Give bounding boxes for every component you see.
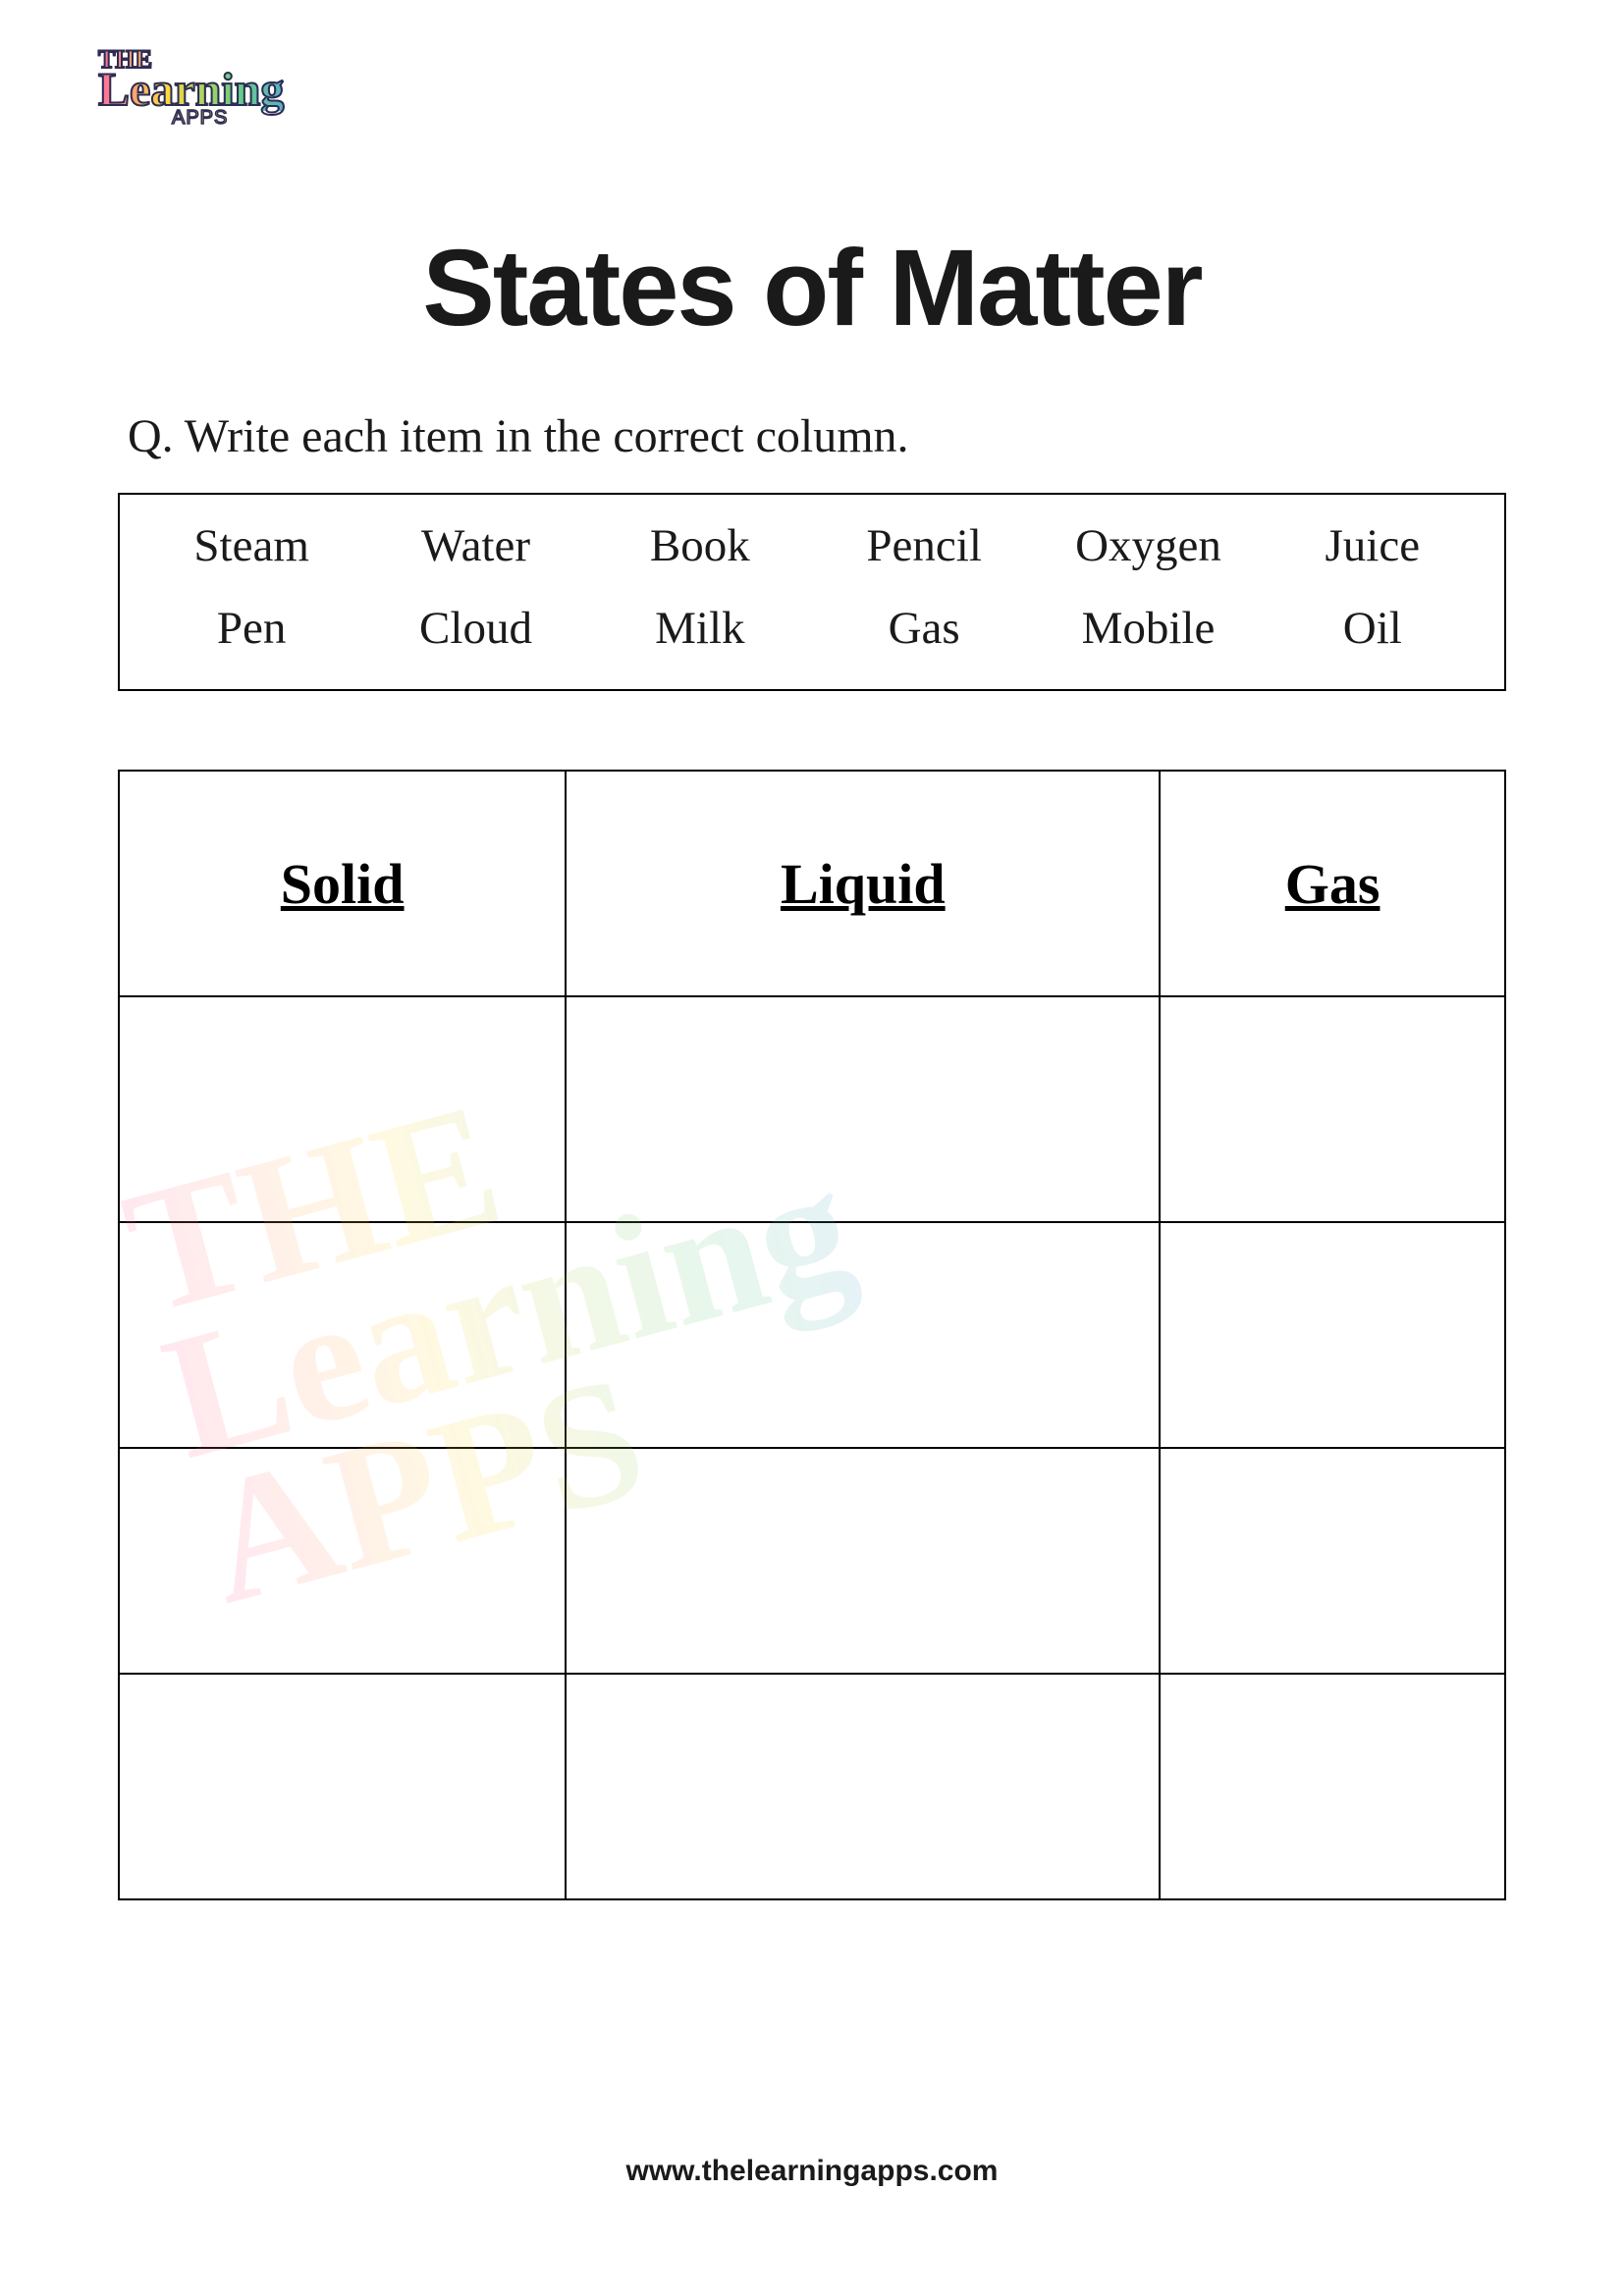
answer-table: Solid Liquid Gas xyxy=(118,770,1506,1900)
word-bank: Steam Water Book Pencil Oxygen Juice Pen… xyxy=(118,493,1506,691)
word-item: Milk xyxy=(588,602,812,655)
word-item: Water xyxy=(363,519,587,572)
word-item: Oil xyxy=(1261,602,1485,655)
footer-url: www.thelearningapps.com xyxy=(0,2155,1624,2188)
table-header-row: Solid Liquid Gas xyxy=(119,771,1505,996)
answer-cell[interactable] xyxy=(119,1674,566,1899)
answer-cell[interactable] xyxy=(1160,996,1505,1222)
word-item: Oxygen xyxy=(1036,519,1260,572)
word-item: Pen xyxy=(139,602,363,655)
table-row xyxy=(119,1448,1505,1674)
answer-cell[interactable] xyxy=(566,1448,1160,1674)
column-header-liquid: Liquid xyxy=(566,771,1160,996)
table-row xyxy=(119,1674,1505,1899)
word-item: Cloud xyxy=(363,602,587,655)
word-item: Juice xyxy=(1261,519,1485,572)
answer-cell[interactable] xyxy=(1160,1222,1505,1448)
answer-cell[interactable] xyxy=(119,1222,566,1448)
word-bank-row-1: Steam Water Book Pencil Oxygen Juice xyxy=(139,519,1485,572)
page-title: States of Matter xyxy=(118,226,1506,350)
answer-cell[interactable] xyxy=(566,1674,1160,1899)
brand-logo: THE Learning APPS xyxy=(98,49,324,177)
answer-cell[interactable] xyxy=(1160,1674,1505,1899)
word-item: Steam xyxy=(139,519,363,572)
question-text: Q. Write each item in the correct column… xyxy=(128,409,1506,463)
logo-line2: Learning xyxy=(98,71,324,111)
word-bank-row-2: Pen Cloud Milk Gas Mobile Oil xyxy=(139,602,1485,655)
word-item: Pencil xyxy=(812,519,1036,572)
answer-cell[interactable] xyxy=(566,1222,1160,1448)
word-item: Gas xyxy=(812,602,1036,655)
answer-cell[interactable] xyxy=(566,996,1160,1222)
answer-cell[interactable] xyxy=(1160,1448,1505,1674)
word-item: Book xyxy=(588,519,812,572)
column-header-solid: Solid xyxy=(119,771,566,996)
column-header-gas: Gas xyxy=(1160,771,1505,996)
table-row xyxy=(119,996,1505,1222)
word-item: Mobile xyxy=(1036,602,1260,655)
table-row xyxy=(119,1222,1505,1448)
answer-cell[interactable] xyxy=(119,1448,566,1674)
table-body xyxy=(119,996,1505,1899)
answer-cell[interactable] xyxy=(119,996,566,1222)
